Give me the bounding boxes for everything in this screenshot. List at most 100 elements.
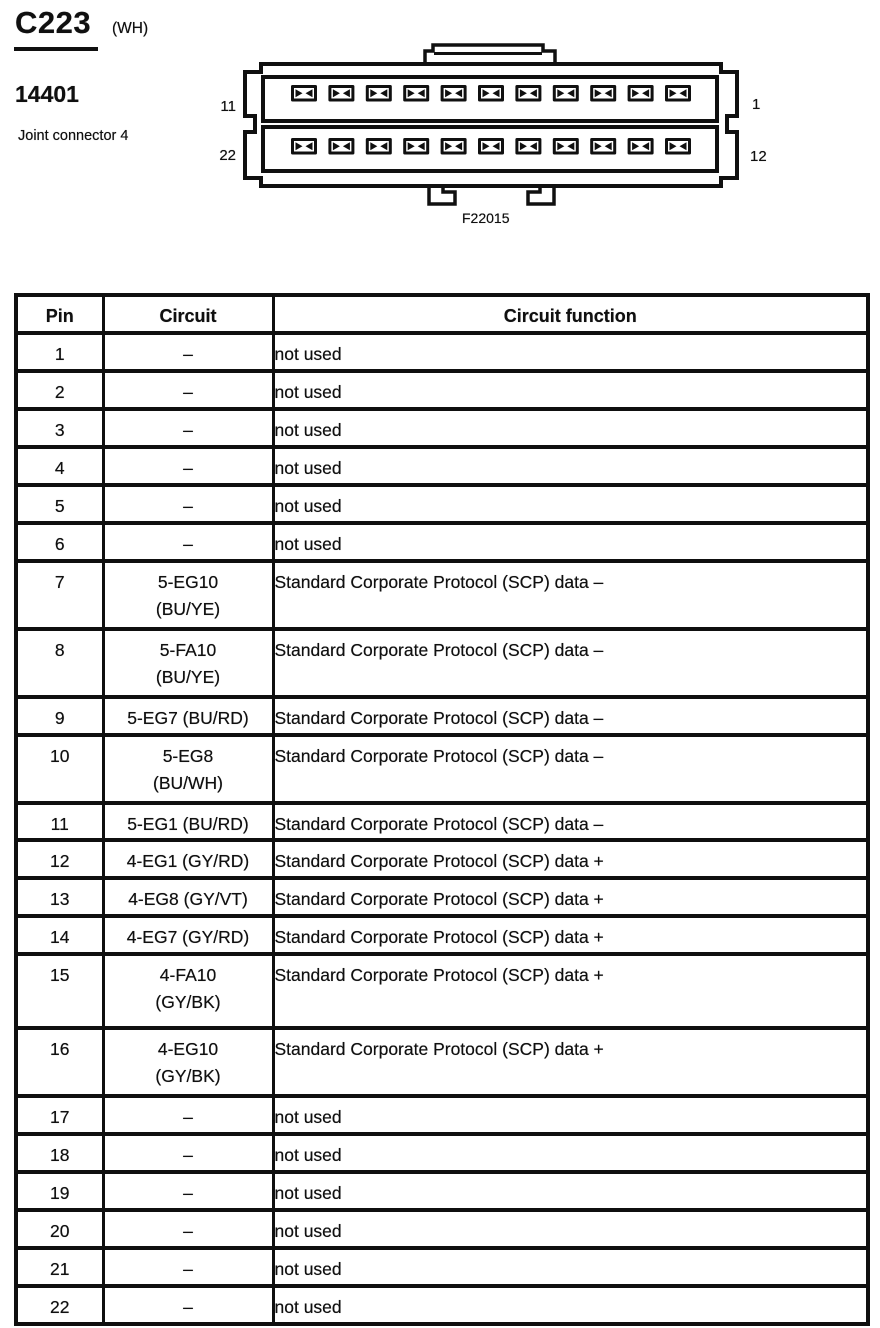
pin-cell: 8 <box>14 626 105 699</box>
connector-bottom-tab-right <box>526 184 556 206</box>
function-cell: Standard Corporate Protocol (SCP) data – <box>271 694 870 737</box>
pin-cell: 11 <box>14 800 105 843</box>
pin-cell: 10 <box>14 732 105 805</box>
connector-id-underline <box>14 47 98 51</box>
pin-label-bottom-right: 12 <box>750 148 767 165</box>
circuit-cell: 4-FA10 (GY/BK) <box>101 952 275 1031</box>
pin-contact <box>665 138 691 155</box>
circuit-cell: – <box>101 330 275 373</box>
function-cell: Standard Corporate Protocol (SCP) data – <box>271 800 870 843</box>
pin-slot-top <box>261 75 719 123</box>
function-cell: not used <box>271 368 870 411</box>
pin-contact <box>365 138 392 155</box>
pin-label-bottom-left: 22 <box>219 147 236 164</box>
connector-top-tab <box>423 43 557 66</box>
table-row: 5– not used <box>14 482 870 525</box>
function-cell: Standard Corporate Protocol (SCP) data + <box>271 952 870 1031</box>
function-cell: Standard Corporate Protocol (SCP) data – <box>271 558 870 631</box>
function-cell: not used <box>271 1170 870 1213</box>
pin-cell: 6 <box>14 520 105 563</box>
pin-cell: 5 <box>14 482 105 525</box>
table-row: 3– not used <box>14 406 870 449</box>
col-header-function: Circuit function <box>271 293 870 335</box>
pin-row-top <box>291 85 691 102</box>
circuit-cell: – <box>101 368 275 411</box>
table-row: 11 5-EG1 (BU/RD) Standard Corporate Protoc… <box>14 800 870 843</box>
table-row: 8 5-FA10 (BU/YE) Standard Corporate Protoc… <box>14 626 870 699</box>
pin-contact <box>515 138 542 155</box>
pin-cell: 21 <box>14 1246 105 1289</box>
circuit-cell: 4-EG7 (GY/RD) <box>101 914 275 957</box>
pin-cell: 2 <box>14 368 105 411</box>
pin-contact <box>590 138 617 155</box>
table-row: 12 4-EG1 (GY/RD) Standard Corporate Protoc… <box>14 838 870 881</box>
connector-bottom-tab-left <box>427 184 457 206</box>
circuit-cell: 5-EG7 (BU/RD) <box>101 694 275 737</box>
circuit-cell: 4-EG8 (GY/VT) <box>101 876 275 919</box>
table-row: 17– not used <box>14 1094 870 1137</box>
function-cell: not used <box>271 1284 870 1327</box>
pin-contact <box>515 85 542 102</box>
function-cell: Standard Corporate Protocol (SCP) data – <box>271 626 870 699</box>
pin-row-bottom <box>291 138 691 155</box>
pinout-table: Pin Circuit Circuit function 1– not used … <box>14 293 870 1327</box>
pin-contact <box>440 138 467 155</box>
pin-label-top-left: 11 <box>220 98 236 115</box>
function-cell: not used <box>271 330 870 373</box>
circuit-cell: 5-EG8 (BU/WH) <box>101 732 275 805</box>
function-cell: Standard Corporate Protocol (SCP) data + <box>271 838 870 881</box>
table-row: 1– not used <box>14 330 870 373</box>
pin-cell: 17 <box>14 1094 105 1137</box>
pin-contact <box>403 138 430 155</box>
pin-cell: 12 <box>14 838 105 881</box>
table-row: 6– not used <box>14 520 870 563</box>
function-cell: Standard Corporate Protocol (SCP) data + <box>271 914 870 957</box>
pin-contact <box>440 85 467 102</box>
pin-cell: 22 <box>14 1284 105 1327</box>
pin-cell: 9 <box>14 694 105 737</box>
pin-cell: 19 <box>14 1170 105 1213</box>
pin-cell: 4 <box>14 444 105 487</box>
circuit-cell: 4-EG10 (GY/BK) <box>101 1026 275 1099</box>
circuit-cell: – <box>101 1246 275 1289</box>
pin-cell: 3 <box>14 406 105 449</box>
function-cell: Standard Corporate Protocol (SCP) data – <box>271 732 870 805</box>
function-cell: not used <box>271 444 870 487</box>
pin-contact <box>552 138 579 155</box>
circuit-cell: – <box>101 1284 275 1327</box>
circuit-cell: 4-EG1 (GY/RD) <box>101 838 275 881</box>
function-cell: not used <box>271 520 870 563</box>
table-row: 15 4-FA10 (GY/BK) Standard Corporate Proto… <box>14 952 870 1031</box>
function-cell: not used <box>271 482 870 525</box>
table-row: 19– not used <box>14 1170 870 1213</box>
pin-contact <box>291 138 317 155</box>
pin-contact <box>478 85 504 102</box>
pin-cell: 15 <box>14 952 105 1031</box>
circuit-cell: – <box>101 1094 275 1137</box>
function-cell: Standard Corporate Protocol (SCP) data + <box>271 1026 870 1099</box>
table-row: 18– not used <box>14 1132 870 1175</box>
part-number: 14401 <box>15 81 79 107</box>
connector-description: Joint connector 4 <box>18 128 129 144</box>
table-row: 16 4-EG10 (GY/BK) Standard Corporate Proto… <box>14 1026 870 1099</box>
pin-contact <box>478 138 504 155</box>
table-row: 4– not used <box>14 444 870 487</box>
pin-contact <box>665 85 691 102</box>
circuit-cell: 5-EG1 (BU/RD) <box>101 800 275 843</box>
pin-cell: 16 <box>14 1026 105 1099</box>
pin-contact <box>552 85 579 102</box>
circuit-cell: – <box>101 520 275 563</box>
table-row: 13 4-EG8 (GY/VT) Standard Corporate Protoc… <box>14 876 870 919</box>
table-row: 9 5-EG7 (BU/RD) Standard Corporate Protoco… <box>14 694 870 737</box>
col-header-circuit: Circuit <box>101 293 275 335</box>
table-row: 21– not used <box>14 1246 870 1289</box>
table-row: 14 4-EG7 (GY/RD) Standard Corporate Protoc… <box>14 914 870 957</box>
pin-contact <box>627 85 654 102</box>
circuit-cell: – <box>101 1170 275 1213</box>
pin-contact <box>627 138 654 155</box>
circuit-cell: – <box>101 1208 275 1251</box>
circuit-cell: – <box>101 444 275 487</box>
table-row: 7 5-EG10 (BU/YE) Standard Corporate Protoc… <box>14 558 870 631</box>
circuit-cell: – <box>101 1132 275 1175</box>
